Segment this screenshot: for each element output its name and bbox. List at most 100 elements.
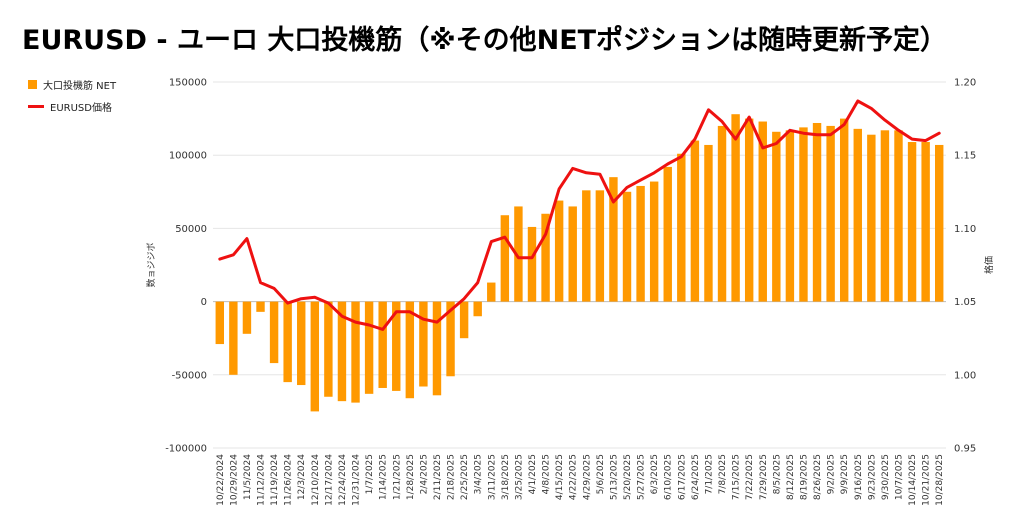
right-tick-label: 1.10 (954, 224, 976, 235)
right-tick-label: 1.00 (954, 370, 976, 381)
x-tick-label: 12/10/2024 (311, 454, 321, 506)
bar (541, 213, 550, 302)
x-tick-label: 5/20/2025 (623, 454, 633, 500)
x-tick-label: 5/27/2025 (637, 454, 647, 500)
x-tick-label: 12/24/2024 (338, 454, 348, 506)
bar (582, 190, 591, 302)
left-tick-label: 0 (201, 297, 207, 308)
bar (663, 166, 672, 302)
bar (392, 301, 401, 391)
bar (446, 301, 455, 377)
x-tick-label: 12/3/2024 (297, 454, 307, 500)
x-tick-label: 2/25/2025 (460, 454, 470, 500)
x-tick-label: 3/18/2025 (501, 454, 511, 500)
bar (622, 191, 632, 302)
x-tick-label: 8/19/2025 (800, 454, 810, 500)
bar (880, 130, 890, 302)
x-tick-label: 3/11/2025 (487, 454, 497, 500)
bar (649, 181, 659, 302)
chart-title: EURUSD - ユーロ 大口投機筋（※その他NETポジションは随時更新予定） (22, 25, 948, 56)
x-tick-label: 2/11/2025 (433, 454, 443, 500)
x-tick-label: 8/5/2025 (772, 454, 782, 494)
bar (609, 177, 618, 302)
x-tick-label: 9/16/2025 (854, 454, 864, 500)
x-tick-label: 7/1/2025 (705, 454, 715, 494)
bar (229, 301, 238, 375)
bar (215, 301, 224, 345)
bar (894, 130, 903, 302)
x-tick-label: 6/17/2025 (677, 454, 687, 500)
legend: 大口投機筋 NET EURUSD価格 (28, 76, 116, 120)
left-tick-label: 150000 (169, 78, 207, 89)
right-tick-label: 1.05 (954, 297, 976, 308)
bar (595, 190, 605, 302)
price-line (218, 99, 941, 331)
bar (242, 301, 252, 334)
bar (527, 226, 537, 302)
x-tick-label: 12/31/2024 (352, 454, 362, 506)
x-tick-label: 7/15/2025 (732, 454, 742, 500)
x-tick-label: 1/21/2025 (392, 454, 402, 500)
bar (269, 301, 279, 364)
left-tick-label: 100000 (169, 151, 207, 162)
bar (853, 128, 862, 302)
x-tick-label: 9/2/2025 (827, 454, 837, 494)
x-tick-label: 3/25/2025 (514, 454, 524, 500)
right-axis-title: 格価 (983, 256, 995, 274)
bar (432, 301, 442, 396)
bar (758, 121, 767, 302)
x-tick-label: 6/3/2025 (650, 454, 660, 494)
bar (500, 215, 510, 302)
bar (337, 301, 347, 402)
bar (785, 130, 795, 302)
x-tick-label: 1/28/2025 (406, 454, 416, 500)
x-tick-label: 10/28/2025 (935, 454, 945, 506)
x-tick-label: 11/12/2024 (257, 454, 267, 506)
bar (744, 118, 754, 302)
bar (351, 301, 360, 403)
legend-item-net: 大口投機筋 NET (28, 76, 116, 92)
x-tick-label: 5/6/2025 (596, 454, 606, 494)
bar (459, 301, 469, 339)
x-tick-label: 9/23/2025 (867, 454, 877, 500)
x-tick-label: 10/29/2024 (229, 454, 239, 506)
x-tick-label: 4/15/2025 (555, 454, 565, 500)
bar (812, 122, 822, 302)
bar (717, 125, 727, 302)
bar (487, 282, 496, 302)
x-tick-label: 9/30/2025 (881, 454, 891, 500)
x-tick-label: 2/18/2025 (447, 454, 457, 500)
bar (283, 301, 292, 383)
x-tick-label: 10/21/2025 (922, 454, 932, 506)
legend-line-swatch (28, 104, 44, 108)
bar (690, 140, 700, 302)
bar (324, 301, 333, 397)
x-tick-label: 10/14/2025 (908, 454, 918, 506)
bar (297, 301, 306, 386)
bar (405, 301, 415, 399)
x-tick-label: 10/7/2025 (895, 454, 905, 500)
x-tick-label: 11/5/2024 (243, 454, 253, 500)
bar (704, 144, 713, 302)
x-tick-label: 12/17/2024 (324, 454, 334, 506)
bar (839, 118, 849, 302)
bar (568, 206, 577, 302)
bar (772, 131, 781, 302)
x-tick-label: 6/24/2025 (691, 454, 701, 500)
x-tick-label: 10/22/2024 (216, 454, 226, 506)
left-tick-label: 50000 (175, 224, 207, 235)
x-tick-label: 4/8/2025 (542, 454, 552, 494)
bar (907, 142, 917, 302)
x-tick-label: 2/4/2025 (419, 454, 429, 494)
right-tick-label: 1.15 (954, 151, 976, 162)
legend-bar-label: 大口投機筋 NET (43, 80, 117, 92)
x-tick-label: 8/26/2025 (813, 454, 823, 500)
bar (921, 142, 930, 302)
x-tick-label: 1/14/2025 (379, 454, 389, 500)
left-tick-label: -50000 (172, 370, 207, 381)
bar (826, 125, 835, 302)
x-tick-label: 3/4/2025 (474, 454, 484, 494)
bar (731, 114, 740, 302)
bar (677, 153, 686, 302)
x-tick-label: 8/12/2025 (786, 454, 796, 500)
